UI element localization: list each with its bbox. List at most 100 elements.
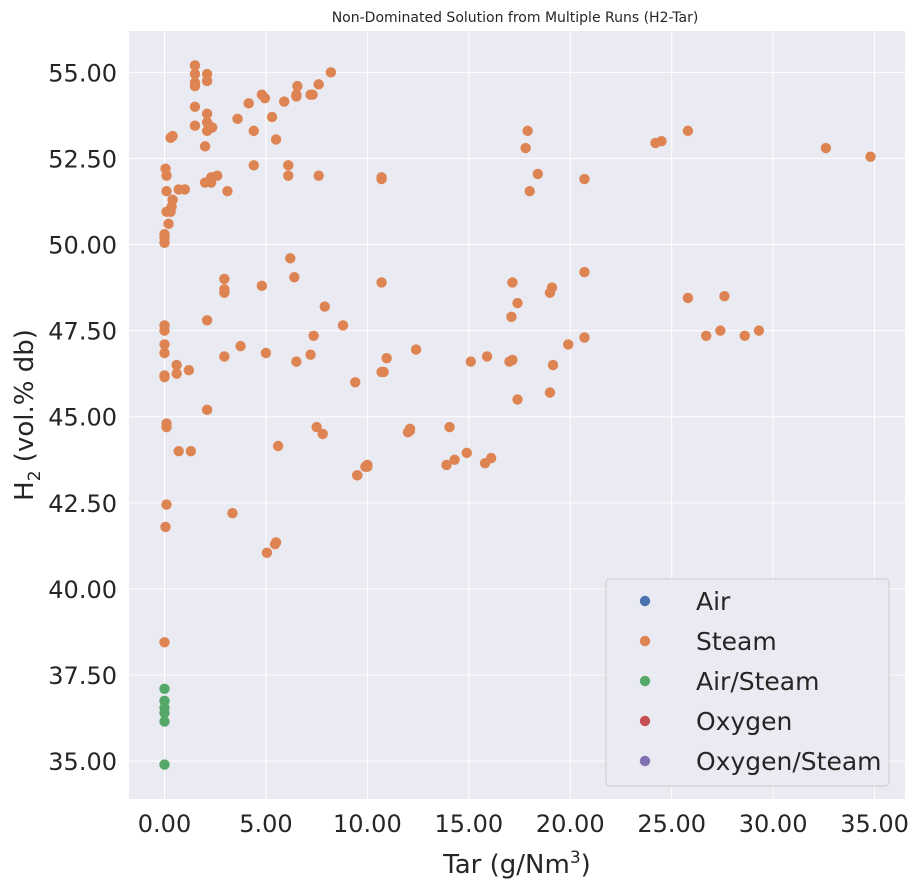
point-steam xyxy=(444,421,455,433)
point-steam xyxy=(579,173,590,185)
point-steam xyxy=(512,394,523,405)
point-steam xyxy=(319,301,330,312)
data-points xyxy=(159,60,876,770)
point-steam xyxy=(159,637,170,648)
point-steam xyxy=(313,170,324,181)
point-steam xyxy=(739,330,750,341)
point-steam xyxy=(199,141,211,152)
y-axis-label-sub: 2 xyxy=(25,470,45,481)
point-steam xyxy=(700,330,712,341)
point-steam xyxy=(305,349,316,360)
point-steam xyxy=(753,325,765,336)
point-steam xyxy=(171,368,182,379)
point-steam xyxy=(512,297,523,309)
point-steam xyxy=(167,194,178,205)
y-tick-label: 35.00 xyxy=(48,748,117,776)
point-steam xyxy=(404,423,416,434)
point-steam xyxy=(219,351,230,362)
point-steam xyxy=(159,347,170,359)
point-steam xyxy=(201,68,213,80)
point-steam xyxy=(820,142,832,154)
point-steam xyxy=(201,315,213,326)
point-air-steam xyxy=(159,759,170,770)
point-steam xyxy=(719,290,730,302)
point-steam xyxy=(159,339,170,350)
point-steam xyxy=(161,185,172,197)
point-steam xyxy=(201,404,213,416)
y-axis-label-end: (vol.% db) xyxy=(10,329,40,470)
point-air-steam xyxy=(159,716,170,727)
y-tick-label: 37.50 xyxy=(48,662,117,690)
point-steam xyxy=(544,387,556,398)
point-steam xyxy=(189,60,201,71)
point-steam xyxy=(171,359,182,371)
point-steam xyxy=(159,228,170,240)
point-steam xyxy=(279,96,290,107)
point-steam xyxy=(292,80,303,92)
point-steam xyxy=(376,277,387,288)
x-tick-label: 5.00 xyxy=(239,810,292,838)
point-steam xyxy=(656,136,667,147)
point-steam xyxy=(260,347,272,359)
point-steam xyxy=(212,170,223,181)
point-steam xyxy=(206,122,218,133)
point-steam xyxy=(261,547,273,558)
point-steam xyxy=(481,351,493,362)
point-steam xyxy=(185,445,197,457)
x-axis-label: Tar (g/Nm3) xyxy=(442,848,591,880)
legend-marker-steam xyxy=(639,635,651,647)
point-steam xyxy=(232,113,243,125)
point-steam xyxy=(378,366,389,378)
point-steam xyxy=(485,452,497,464)
point-steam xyxy=(579,332,590,343)
point-steam xyxy=(547,359,559,371)
point-steam xyxy=(307,89,318,100)
point-steam xyxy=(376,172,387,183)
point-air-steam xyxy=(159,683,170,694)
legend-marker-oxygen-steam xyxy=(639,755,651,767)
point-steam xyxy=(465,356,477,367)
point-steam xyxy=(682,292,694,304)
point-steam xyxy=(248,125,259,137)
legend-label-oxygen-steam: Oxygen/Steam xyxy=(696,747,882,776)
x-tick-label: 35.00 xyxy=(840,810,909,838)
point-steam xyxy=(461,447,472,459)
point-steam xyxy=(449,454,460,465)
point-steam xyxy=(313,79,324,90)
point-steam xyxy=(522,125,533,137)
point-steam xyxy=(507,277,518,288)
point-steam xyxy=(308,330,319,341)
point-steam xyxy=(173,445,184,457)
point-steam xyxy=(506,311,517,323)
point-steam xyxy=(201,108,213,119)
point-steam xyxy=(179,184,190,195)
legend-label-air-steam: Air/Steam xyxy=(696,667,819,696)
point-steam xyxy=(160,163,171,174)
point-steam xyxy=(219,284,230,295)
x-axis-label-end: ) xyxy=(581,850,591,880)
point-steam xyxy=(715,325,726,336)
point-steam xyxy=(161,499,172,510)
point-steam xyxy=(532,168,543,180)
x-tick-label: 25.00 xyxy=(637,810,706,838)
x-tick-label: 0.00 xyxy=(138,810,191,838)
x-tick-label: 30.00 xyxy=(739,810,808,838)
point-steam xyxy=(270,537,282,548)
point-steam xyxy=(507,354,518,366)
legend-label-air: Air xyxy=(696,587,731,616)
point-steam xyxy=(291,89,302,100)
point-steam xyxy=(865,151,876,162)
y-tick-label: 55.00 xyxy=(48,59,117,87)
y-tick-label: 42.50 xyxy=(48,490,117,518)
point-steam xyxy=(337,320,349,331)
y-axis-label: H2 (vol.% db) xyxy=(10,329,45,501)
x-tick-labels: 0.00 5.00 10.00 15.00 20.00 25.00 30.00 35.00 xyxy=(138,810,909,838)
x-axis-label-sup: 3 xyxy=(570,848,581,868)
point-air-steam xyxy=(159,707,170,719)
point-steam xyxy=(272,440,284,452)
point-steam xyxy=(161,418,172,429)
point-steam xyxy=(520,142,531,154)
y-tick-label: 47.50 xyxy=(48,318,117,346)
point-steam xyxy=(189,77,201,88)
